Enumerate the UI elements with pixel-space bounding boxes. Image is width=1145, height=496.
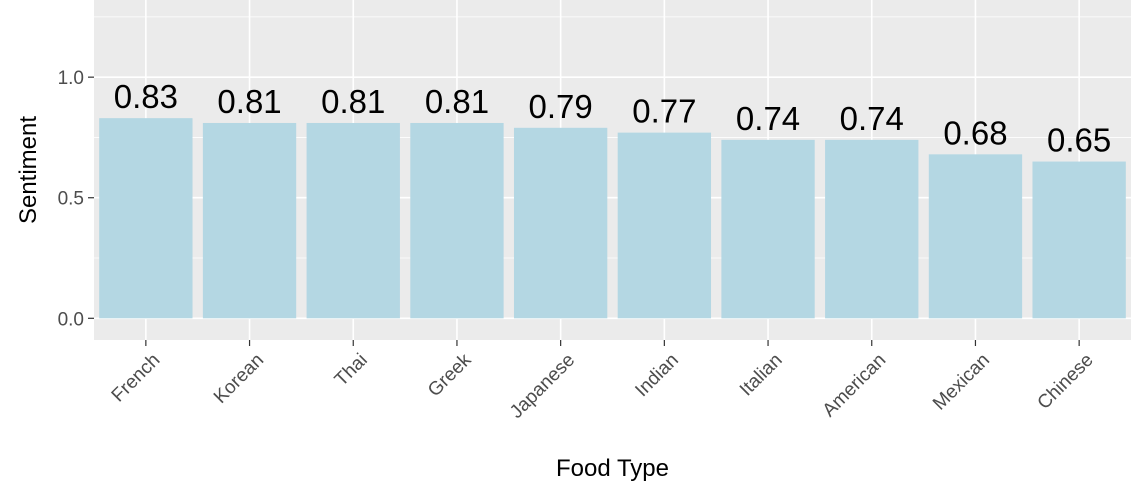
y-axis: 0.0 0.5 1.0 [58,68,94,330]
y-axis-title: Sentiment [15,116,42,224]
bar [928,154,1023,319]
data-label: 0.81 [217,83,281,120]
bar [99,118,193,319]
data-label: 0.68 [943,114,1007,151]
bar [617,132,712,319]
y-tick-label: 0.5 [58,189,84,210]
data-label: 0.74 [736,100,800,137]
x-axis-title: Food Type [556,455,669,482]
data-label: 0.83 [114,78,178,115]
y-tick-label: 1.0 [58,68,84,89]
x-tick-label: French [108,350,165,407]
bar [1032,161,1126,319]
x-tick-label: Japanese [506,350,579,423]
data-label: 0.77 [632,93,696,130]
y-tick-label: 0.0 [58,309,84,330]
bar [306,122,400,319]
data-label: 0.81 [425,83,489,120]
bar [825,139,919,319]
data-labels: 0.83 0.81 0.81 0.81 0.79 0.77 0.74 0.74 0.68 0.65 [114,78,1112,158]
bar [410,122,504,319]
bar [721,139,815,319]
data-label: 0.81 [321,83,385,120]
data-label: 0.65 [1047,122,1111,159]
bars [99,118,1126,319]
data-label: 0.79 [529,88,593,125]
data-label: 0.74 [840,100,904,137]
x-tick-label: Mexican [929,350,994,415]
x-tick-label: Greek [424,349,476,401]
x-tick-label: Chinese [1034,350,1098,414]
x-tick-label: Indian [631,350,682,401]
x-tick-label: Thai [331,350,372,391]
x-tick-label: Italian [736,350,787,401]
x-tick-label: American [819,350,891,422]
x-tick-label: Korean [210,350,268,408]
bar [202,122,297,319]
bar [513,127,608,319]
x-axis: French Korean Thai Greek Japanese Indian Itali… [108,340,1098,423]
